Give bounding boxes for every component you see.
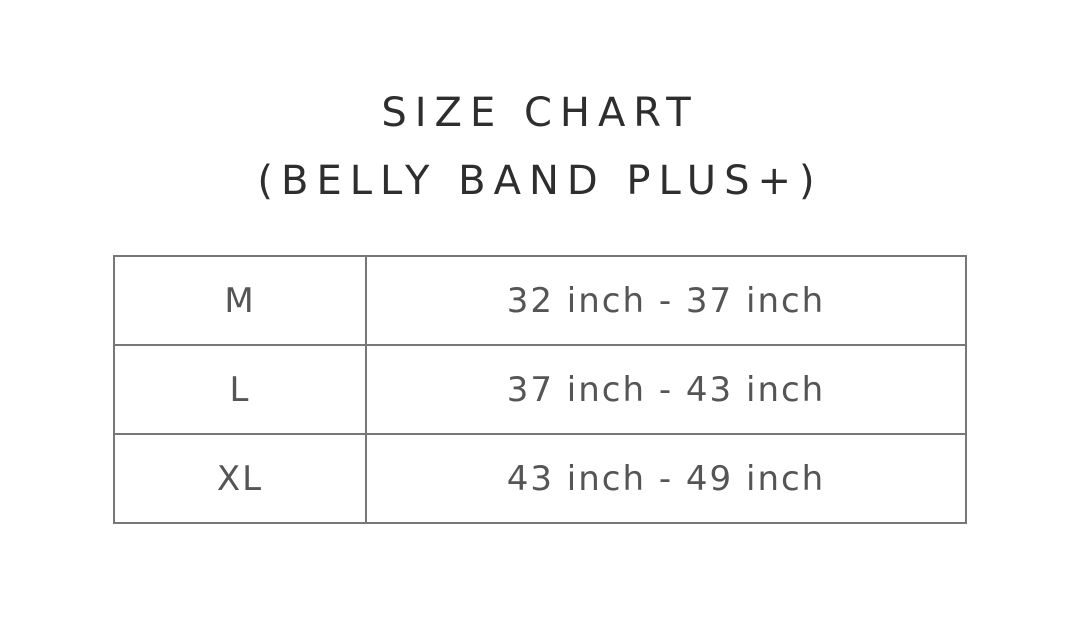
title-line-2: (BELLY BAND PLUS+) bbox=[257, 158, 823, 204]
size-cell: M bbox=[113, 255, 367, 346]
title-line-1: SIZE CHART bbox=[381, 90, 699, 136]
table-row: L 37 inch - 43 inch bbox=[113, 344, 967, 435]
table-row: XL 43 inch - 49 inch bbox=[113, 433, 967, 524]
range-cell: 43 inch - 49 inch bbox=[365, 433, 967, 524]
size-table: M 32 inch - 37 inch L 37 inch - 43 inch XL… bbox=[113, 255, 967, 524]
table-row: M 32 inch - 37 inch bbox=[113, 255, 967, 346]
range-cell: 37 inch - 43 inch bbox=[365, 344, 967, 435]
size-cell: L bbox=[113, 344, 367, 435]
size-cell: XL bbox=[113, 433, 367, 524]
range-cell: 32 inch - 37 inch bbox=[365, 255, 967, 346]
